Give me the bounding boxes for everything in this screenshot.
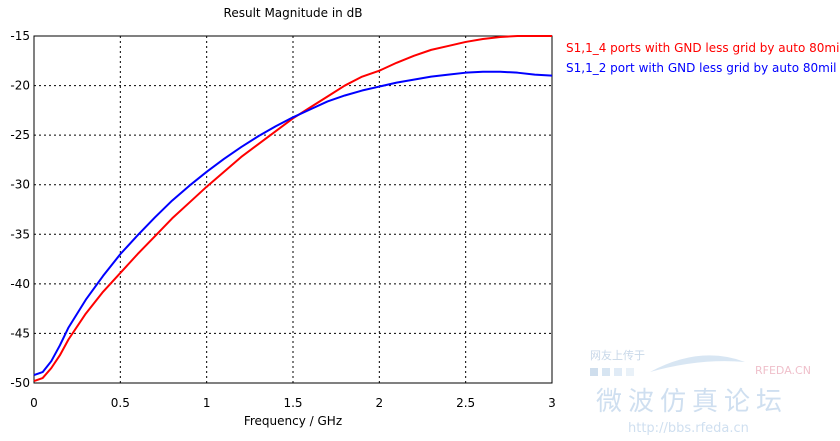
y-tick-label: -20 xyxy=(10,79,30,93)
watermark-site: RFEDA.CN xyxy=(755,364,811,377)
x-tick-label: 1.5 xyxy=(283,396,302,410)
plot-area xyxy=(33,35,553,384)
watermark-dot xyxy=(602,368,610,376)
legend-entry-2[interactable]: S1,1_2 port with GND less grid by auto 8… xyxy=(566,61,837,75)
x-axis: 0 0.5 1 1.5 2 2.5 3 xyxy=(30,396,556,410)
y-axis: -15 -20 -25 -30 -35 -40 -45 -50 xyxy=(10,29,30,390)
series-line-2 xyxy=(33,70,553,377)
y-tick-label: -30 xyxy=(10,178,30,192)
watermark-dot xyxy=(614,368,622,376)
swoosh-logo-icon xyxy=(650,355,745,372)
series-line-1 xyxy=(33,35,552,382)
grid xyxy=(34,36,552,383)
x-tick-label: 3 xyxy=(548,396,556,410)
watermark-dot xyxy=(626,368,634,376)
x-tick-label: 0 xyxy=(30,396,38,410)
y-tick-label: -40 xyxy=(10,277,30,291)
y-tick-label: -50 xyxy=(10,376,30,390)
watermark-dot xyxy=(590,368,598,376)
chart-title: Result Magnitude in dB xyxy=(224,6,363,20)
y-tick-label: -45 xyxy=(10,326,30,340)
watermark-tagline: 网友上传于 xyxy=(590,348,645,362)
y-tick-label: -25 xyxy=(10,128,30,142)
watermark: 网友上传于 RFEDA.CN 微波仿真论坛 http://bbs.rfeda.c… xyxy=(590,348,811,436)
watermark-url: http://bbs.rfeda.cn xyxy=(628,421,749,436)
x-tick-label: 2 xyxy=(376,396,384,410)
x-tick-label: 1 xyxy=(203,396,211,410)
watermark-chinese: 微波仿真论坛 xyxy=(596,387,788,417)
x-axis-label: Frequency / GHz xyxy=(244,414,342,428)
series-layer xyxy=(33,35,553,382)
x-tick-label: 0.5 xyxy=(111,396,130,410)
legend-entry-1[interactable]: S1,1_4 ports with GND less grid by auto … xyxy=(566,41,840,55)
y-tick-label: -35 xyxy=(10,227,30,241)
legend[interactable]: S1,1_4 ports with GND less grid by auto … xyxy=(566,41,840,75)
y-tick-label: -15 xyxy=(10,29,30,43)
x-tick-label: 2.5 xyxy=(456,396,475,410)
